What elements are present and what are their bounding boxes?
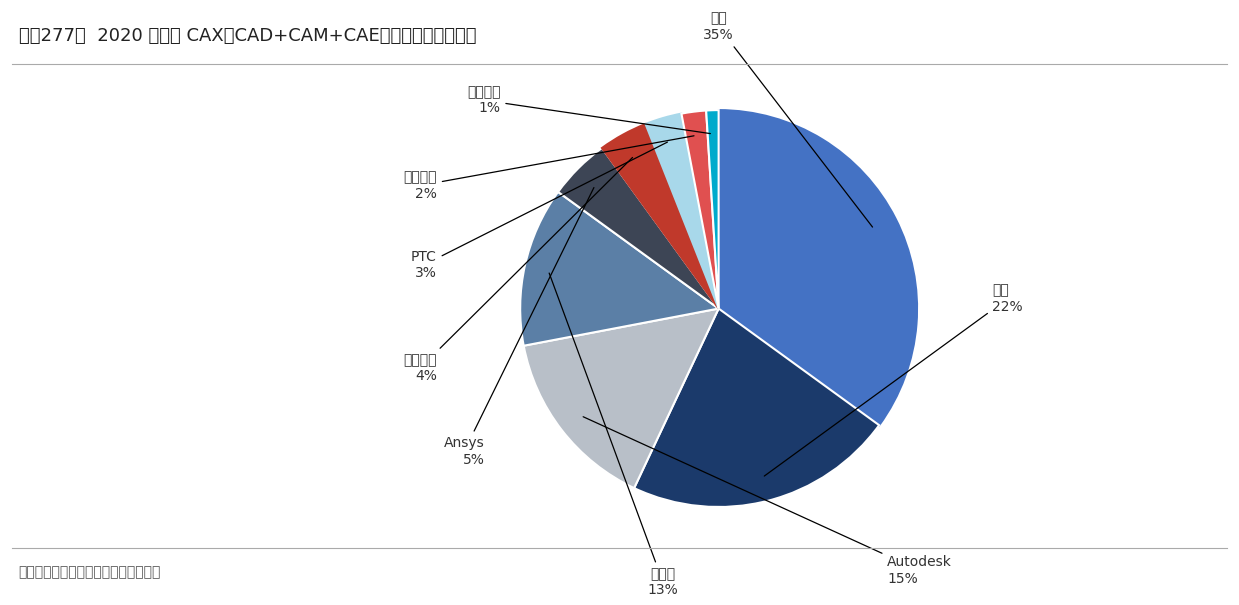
- Text: 图表277：  2020 年中国 CAX（CAD+CAM+CAE）行业市场竞争格局: 图表277： 2020 年中国 CAX（CAD+CAM+CAE）行业市场竞争格局: [19, 27, 476, 45]
- Text: 资料来源：华经产业研究院、华泰研究: 资料来源：华经产业研究院、华泰研究: [19, 564, 161, 579]
- Wedge shape: [558, 148, 719, 309]
- Wedge shape: [524, 309, 719, 488]
- Wedge shape: [646, 114, 719, 309]
- Wedge shape: [719, 110, 917, 425]
- Wedge shape: [681, 111, 719, 309]
- Wedge shape: [634, 309, 880, 507]
- Text: PTC
3%: PTC 3%: [411, 142, 668, 280]
- Text: 达索
22%: 达索 22%: [764, 284, 1023, 476]
- Text: 数码大方
1%: 数码大方 1%: [467, 85, 710, 134]
- Text: 中望软件
4%: 中望软件 4%: [404, 157, 633, 383]
- Text: 其他
35%: 其他 35%: [704, 11, 872, 227]
- Wedge shape: [706, 110, 719, 309]
- Wedge shape: [520, 192, 719, 345]
- Text: 苏州浩辰
2%: 苏州浩辰 2%: [404, 136, 694, 201]
- Text: Ansys
5%: Ansys 5%: [444, 188, 593, 466]
- Wedge shape: [602, 124, 719, 309]
- Text: 西门子
13%: 西门子 13%: [549, 273, 679, 598]
- Text: Autodesk
15%: Autodesk 15%: [584, 417, 952, 586]
